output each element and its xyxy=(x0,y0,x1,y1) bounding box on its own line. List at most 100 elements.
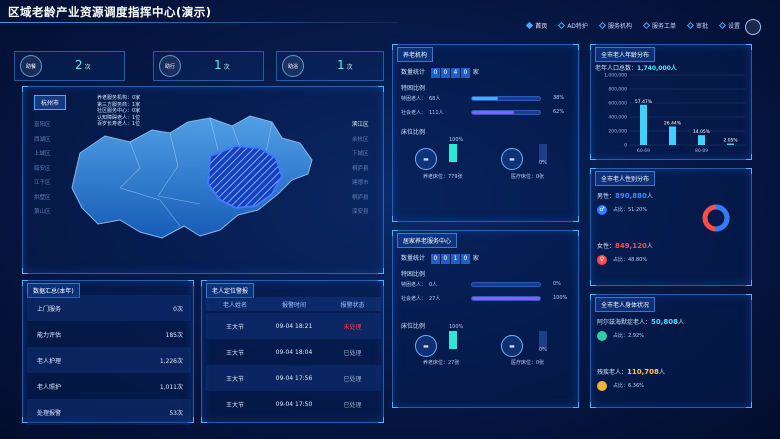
x-tick-label: 60-69 xyxy=(637,148,650,154)
district-item[interactable]: 西湖区 xyxy=(34,136,51,143)
age-panel: 全市老人年龄分布 老年人口总数：1,740,000人 1,000,000 800,… xyxy=(590,44,752,160)
district-item[interactable]: 建德市 xyxy=(352,180,369,186)
nav-item-orders[interactable]: 服务工单 xyxy=(642,21,676,30)
gender-donut xyxy=(702,204,730,232)
status-badge: 已处理 xyxy=(343,349,362,357)
dementia-stat: 阿尔兹海默症老人：50,808人 xyxy=(597,318,685,326)
age-title: 全市老人年龄分布 xyxy=(595,47,656,62)
summary-title: 数据汇总(本年) xyxy=(27,283,80,298)
progress-bar xyxy=(471,296,541,301)
table-row[interactable]: 王大节 09-04 17:50 已处理 xyxy=(206,391,381,417)
diamond-icon xyxy=(598,21,606,30)
meal-icon: 助餐 xyxy=(20,55,42,77)
bar xyxy=(640,104,647,145)
map-legend: 养老服务机构：0家 第三方服务商：1家 社区服务中心：0家 认知障碍老人：1位 … xyxy=(97,95,141,127)
alarm-title: 老人定位警报 xyxy=(206,283,255,298)
bath-icon: 助浴 xyxy=(282,55,304,77)
bed-icon: ▬ xyxy=(415,148,437,170)
district-list-left: 富阳区 西湖区 上城区 临安区 江干区 拱墅区 萧山区 xyxy=(34,118,51,220)
bar xyxy=(669,126,676,145)
stat-value: 2 xyxy=(75,58,83,72)
nav-item-ad[interactable]: AD特护 xyxy=(558,21,588,30)
table-row: 能力评估 185次 xyxy=(37,331,183,339)
city-map[interactable] xyxy=(60,108,350,258)
district-item[interactable]: 桐庐县 xyxy=(352,165,369,172)
bar xyxy=(698,135,705,145)
table-row[interactable]: 王大节 09-04 18:21 未处理 xyxy=(206,313,381,339)
data-label: 57.47% xyxy=(635,99,653,105)
table-row[interactable]: 王大节 09-04 17:56 已处理 xyxy=(206,365,381,391)
walk-icon: 助行 xyxy=(159,55,181,77)
district-item[interactable]: 淳安县 xyxy=(352,209,369,215)
district-item[interactable]: 桐庐县 xyxy=(352,194,369,201)
district-item[interactable]: 萧山区 xyxy=(34,209,51,215)
section-label: 特困比例 xyxy=(401,85,426,92)
district-item[interactable]: 拱墅区 xyxy=(34,194,51,201)
city-selector[interactable]: 杭州市 xyxy=(34,95,67,110)
bar xyxy=(727,143,734,145)
hospital-bed-icon: ▬ xyxy=(501,148,523,170)
progress-bar xyxy=(471,282,541,287)
nav-item-institutions[interactable]: 服务机构 xyxy=(598,21,632,30)
nav-item-settings[interactable]: 设置 xyxy=(718,21,740,30)
table-row: 老人照护 1,011次 xyxy=(37,383,183,391)
female-icon: ♀ xyxy=(597,255,607,265)
gender-panel: 全市老人性别分布 男性：890,880人 ♂ 占比：51.20% 女性：849,… xyxy=(590,168,752,286)
diamond-icon xyxy=(526,21,534,30)
y-tick-label: 800,000 xyxy=(608,87,627,93)
district-item[interactable]: 余杭区 xyxy=(352,136,369,143)
male-icon: ♂ xyxy=(597,205,607,215)
district-item[interactable]: 富阳区 xyxy=(34,122,51,128)
data-label: 2.05% xyxy=(723,138,738,144)
logo-icon xyxy=(745,19,761,35)
table-header: 老人姓名 报警时间 报警状态 xyxy=(206,297,381,311)
gender-title: 全市老人性别分布 xyxy=(595,171,656,186)
district-list-right: 滨江区 余杭区 下城区 桐庐县 建德市 桐庐县 淳安县 xyxy=(352,118,369,220)
data-label: 14.05% xyxy=(693,129,711,135)
district-item[interactable]: 上城区 xyxy=(34,151,51,157)
institution-title: 养老机构 xyxy=(397,47,434,62)
male-stat: 男性：890,880人 xyxy=(597,192,653,200)
disabled-icon xyxy=(597,381,607,391)
diamond-icon xyxy=(558,21,566,30)
alarm-panel: 老人定位警报 老人姓名 报警时间 报警状态 王大节 09-04 18:21 未处理 … xyxy=(201,280,384,423)
x-tick-label: 80-89 xyxy=(695,148,708,154)
table-row: 老人护理 1,226次 xyxy=(27,347,191,373)
district-item[interactable]: 下城区 xyxy=(352,151,369,157)
summary-table: 上门服务 0次 能力评估 185次 老人护理 1,226次 老人照护 1,011次 处理… xyxy=(27,295,191,425)
disabled-stat: 残疾老人：110,708人 xyxy=(597,368,665,376)
y-tick-label: 0 xyxy=(624,143,627,149)
district-item[interactable]: 江干区 xyxy=(34,180,51,186)
progress-bar xyxy=(471,110,541,115)
page-title: 区域老龄产业资源调度指挥中心(演示) xyxy=(8,5,212,19)
district-item[interactable]: 临安区 xyxy=(34,165,51,172)
status-badge: 已处理 xyxy=(343,375,362,383)
top-nav: 首页 AD特护 服务机构 服务工单 审批 设置 xyxy=(526,21,740,30)
progress-bar xyxy=(471,96,541,101)
section-label: 床位比例 xyxy=(401,323,426,330)
table-row: 上门服务 0次 xyxy=(27,295,191,321)
status-badge: 已处理 xyxy=(343,401,362,409)
y-tick-label: 1,000,000 xyxy=(604,73,627,79)
nav-item-home[interactable]: 首页 xyxy=(526,21,547,30)
district-item[interactable]: 滨江区 xyxy=(352,122,369,128)
map-region-selected xyxy=(206,144,284,210)
table-row[interactable]: 王大节 09-04 18:04 已处理 xyxy=(206,339,381,365)
nav-item-approval[interactable]: 审批 xyxy=(686,21,708,30)
diamond-icon xyxy=(718,21,727,30)
diamond-icon xyxy=(642,21,650,30)
y-tick-label: 600,000 xyxy=(608,101,627,107)
status-badge: 未处理 xyxy=(343,323,362,331)
bed-icon: ▬ xyxy=(415,335,437,357)
dementia-icon xyxy=(597,331,607,341)
health-panel: 全市老人身体状况 阿尔兹海默症老人：50,808人 占比：2.92% 残疾老人：… xyxy=(590,294,752,408)
alarm-table: 王大节 09-04 18:21 未处理 王大节 09-04 18:04 已处理 王大节 0… xyxy=(206,313,381,423)
section-label: 床位比例 xyxy=(401,129,426,136)
age-total: 老年人口总数：1,740,000人 xyxy=(595,65,677,72)
